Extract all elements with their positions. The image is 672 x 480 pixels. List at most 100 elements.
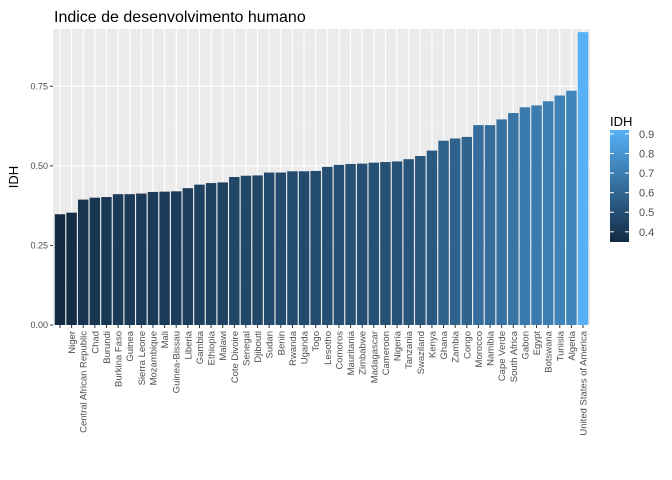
bar	[147, 191, 159, 325]
bar	[438, 140, 449, 325]
x-tick-label: Guinea	[125, 330, 136, 361]
bar	[182, 188, 194, 325]
x-tick-label: Malawi	[218, 331, 229, 361]
bar	[380, 162, 391, 325]
bar	[391, 161, 403, 325]
bar	[577, 32, 589, 325]
bar	[403, 159, 414, 325]
y-axis-ticks: 0.00 0.25 0.50 0.75	[30, 81, 53, 330]
x-tick-label: South Africa	[509, 330, 520, 382]
x-tick-label: Cape Verde	[497, 331, 508, 381]
legend-ticks: 0.9 0.8 0.7 0.6 0.5 0.4	[610, 129, 654, 239]
x-tick-label: Senegal	[241, 331, 252, 366]
bar	[124, 194, 135, 325]
bar	[205, 183, 217, 325]
bar	[566, 90, 577, 325]
x-tick-label: Sudan	[265, 331, 276, 358]
bar	[473, 125, 484, 326]
bar	[310, 170, 321, 325]
bar	[415, 155, 426, 325]
x-tick-label: Chad	[90, 331, 101, 354]
x-tick-label: Zambia	[451, 330, 462, 362]
legend-tick-label: 0.7	[639, 168, 654, 180]
bar	[66, 212, 77, 325]
x-tick-label: Namibia	[486, 330, 497, 366]
x-tick-label: Cote Divoire	[230, 331, 241, 383]
x-tick-label: Algeria	[567, 330, 578, 360]
bar	[136, 193, 147, 325]
bar	[89, 197, 101, 325]
x-tick-label: Gambia	[195, 330, 206, 364]
x-tick-label: Nigeria	[393, 330, 404, 361]
bar	[449, 138, 461, 325]
x-tick-label: Djibouti	[253, 331, 264, 363]
x-tick-label: Gabon	[520, 331, 531, 360]
legend-title: IDH	[610, 114, 632, 129]
legend-tick-label: 0.6	[639, 188, 654, 200]
bar	[252, 175, 263, 325]
x-tick-label: Swaziland	[416, 331, 427, 374]
bar	[287, 171, 298, 325]
x-tick-label: Ghana	[439, 330, 450, 359]
color-legend: IDH 0.9 0.8 0.7 0.6 0.5 0.4	[610, 114, 654, 242]
bar	[170, 191, 182, 325]
x-tick-label: Tanzania	[404, 330, 415, 369]
x-tick-label: Liberia	[183, 330, 194, 359]
y-tick-label: 0.75	[30, 81, 48, 91]
y-tick-label: 0.50	[30, 161, 48, 171]
bar	[101, 197, 112, 325]
x-tick-label: Comoros	[334, 331, 345, 370]
y-tick-label: 0.25	[30, 240, 48, 250]
x-tick-label: Lesotho	[323, 331, 334, 365]
bar	[112, 194, 124, 325]
x-tick-label: Guinea-Bissau	[172, 331, 183, 393]
bar	[322, 166, 333, 325]
x-tick-label: Tunisia	[555, 330, 566, 361]
x-tick-label: Rwanda	[288, 330, 299, 366]
bar	[275, 172, 287, 325]
bar	[240, 175, 252, 325]
x-tick-label: Mauritania	[346, 330, 357, 375]
x-tick-label: Burkina Faso	[114, 331, 125, 387]
bar	[159, 191, 170, 325]
bar	[229, 177, 240, 325]
x-tick-label: Madagascar	[369, 331, 380, 383]
x-tick-label: Morocco	[474, 331, 485, 367]
bar	[508, 113, 519, 325]
bar	[519, 107, 531, 325]
bar	[345, 163, 356, 325]
bar	[263, 172, 275, 325]
bar	[542, 101, 554, 325]
legend-tick-label: 0.4	[639, 227, 654, 239]
bar	[333, 164, 345, 325]
bar	[531, 105, 542, 325]
x-tick-label: Cameroon	[381, 331, 392, 375]
bars	[54, 32, 589, 326]
x-tick-label: Togo	[311, 331, 322, 352]
bar	[368, 162, 380, 325]
bar	[496, 119, 507, 326]
x-tick-label: Egypt	[532, 331, 543, 356]
legend-tick-label: 0.5	[639, 207, 654, 219]
bar	[217, 182, 228, 325]
bar	[77, 199, 89, 325]
x-tick-label: Burundi	[102, 331, 113, 364]
bar	[54, 214, 66, 325]
bar	[554, 95, 566, 325]
bar	[194, 184, 205, 325]
x-tick-label: Kenya	[427, 330, 438, 358]
y-axis-label: IDH	[6, 166, 21, 188]
chart-title: Indice de desenvolvimento humano	[54, 9, 306, 26]
x-tick-label: Congo	[462, 331, 473, 359]
legend-colorbar	[610, 130, 629, 242]
bar	[484, 125, 496, 326]
x-axis-ticks: Niger Central African Republic Chad Burundi…	[59, 325, 590, 436]
legend-tick-label: 0.8	[639, 148, 654, 160]
bar	[356, 163, 368, 325]
x-tick-label: Niger	[67, 331, 78, 354]
y-tick-label: 0.00	[30, 320, 48, 330]
legend-tick-label: 0.9	[639, 129, 654, 141]
x-tick-label: Botswana	[544, 330, 555, 372]
x-tick-label: Zimbabwe	[358, 331, 369, 375]
